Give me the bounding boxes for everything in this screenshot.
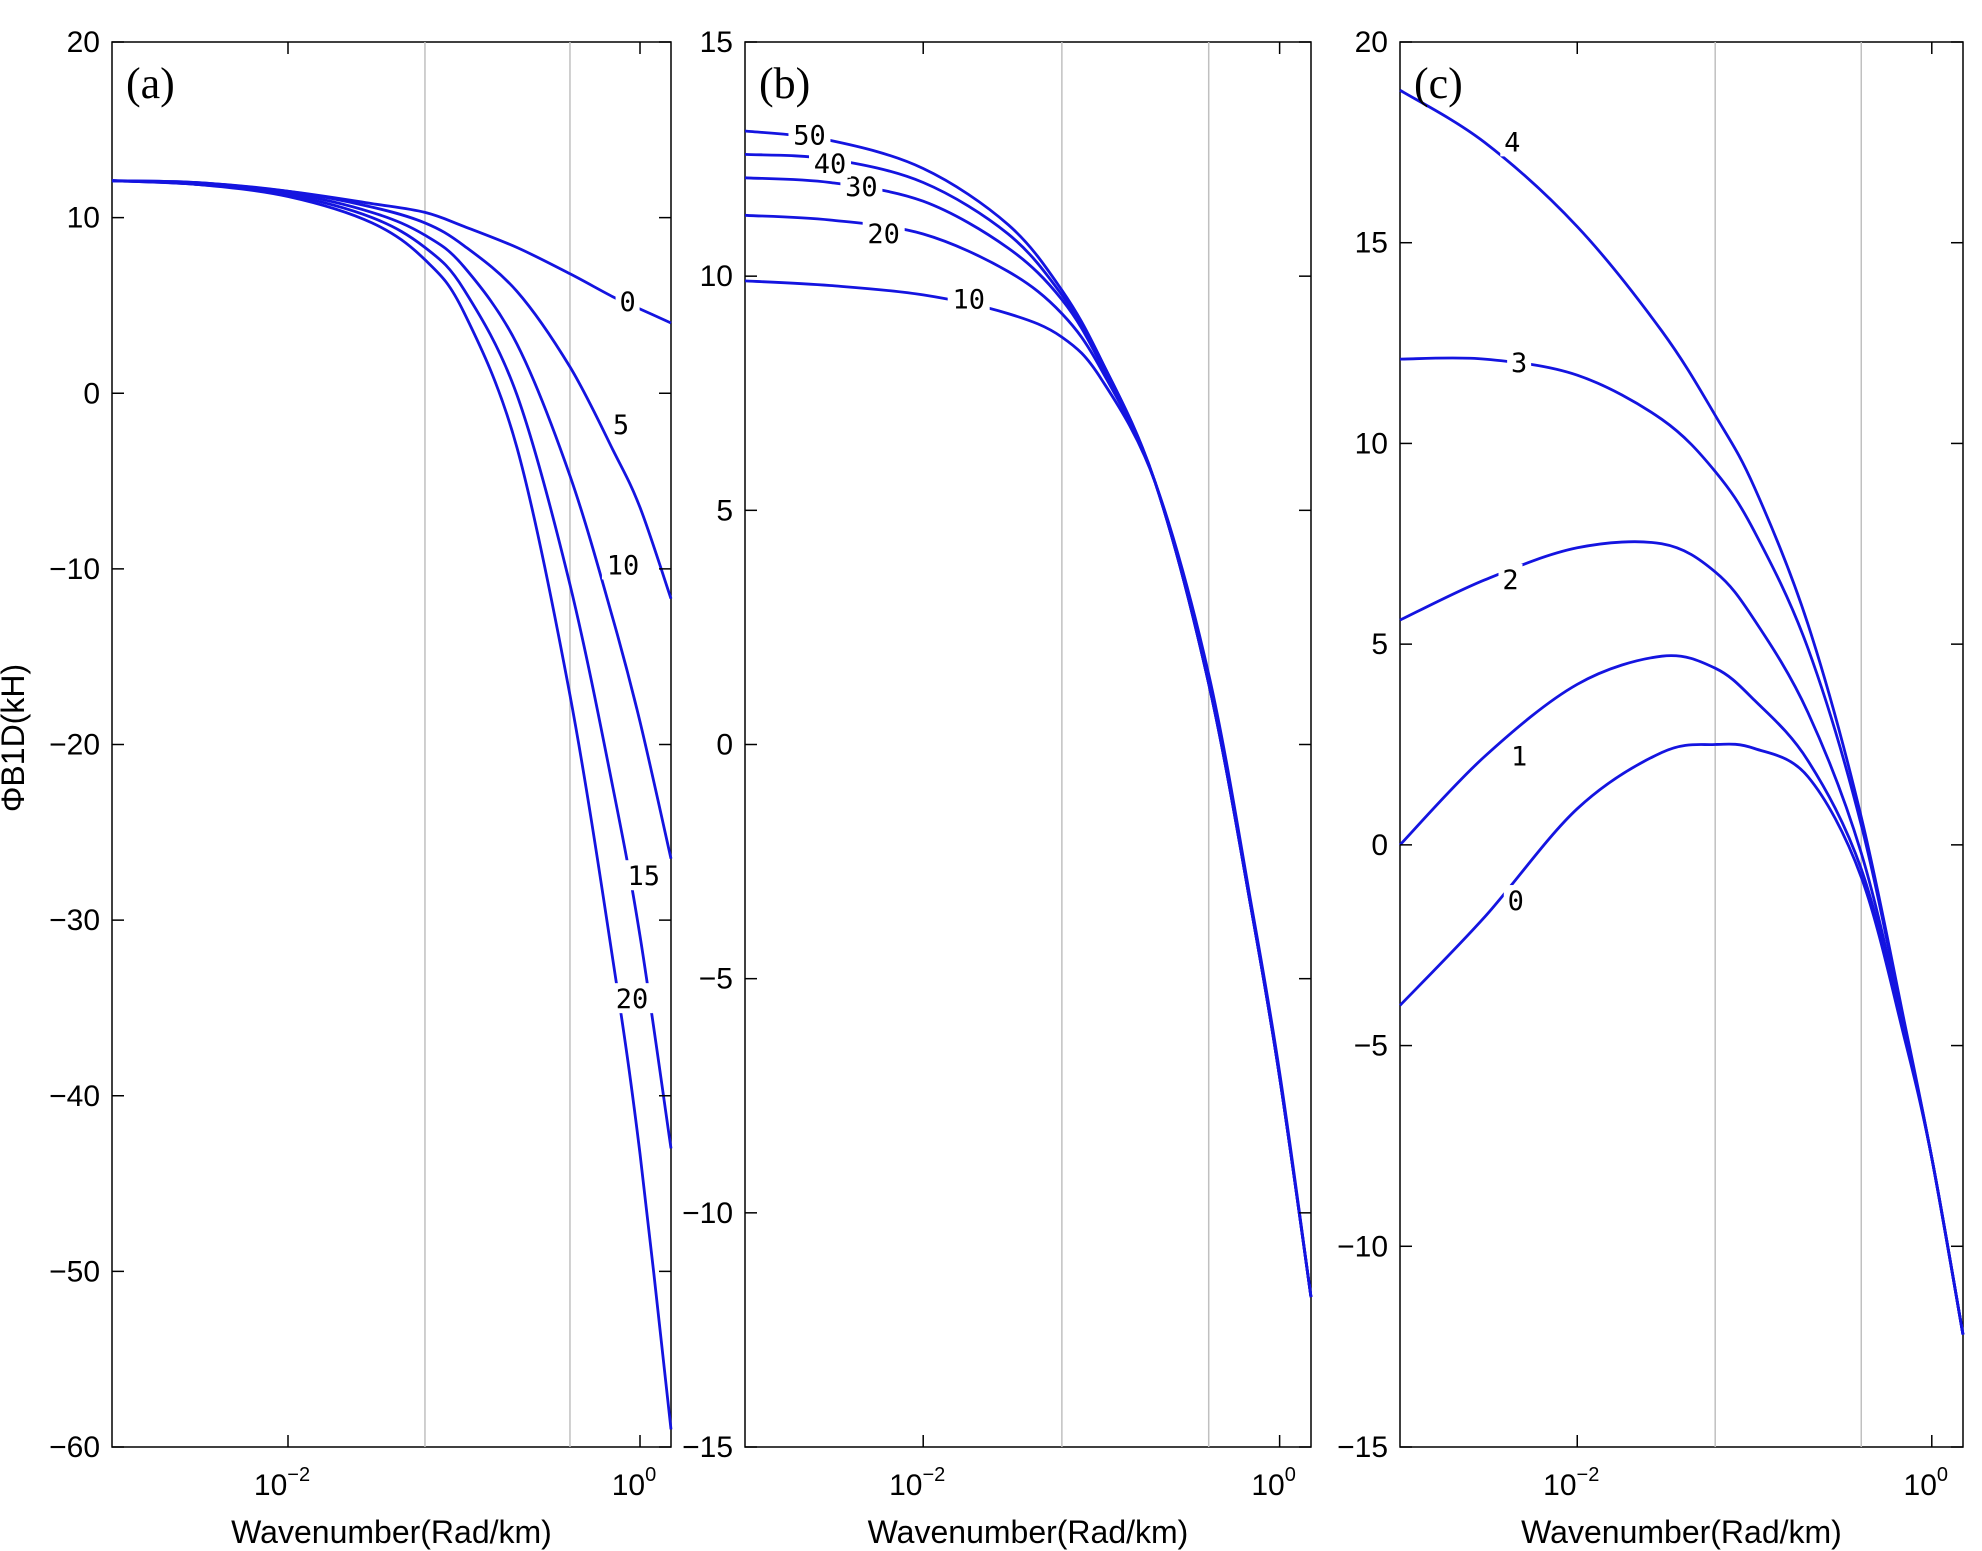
y-tick-label: −60 (49, 1431, 100, 1464)
curve-label-4: 4 (1504, 127, 1520, 158)
curve-label-20: 20 (616, 984, 649, 1015)
curve-label-bg (788, 119, 831, 150)
series-line-15 (111, 179, 673, 1149)
y-tick-label: −10 (49, 553, 100, 586)
curve-label-2: 2 (1502, 565, 1518, 596)
curve-label-bg (615, 285, 640, 316)
y-tick-label: −15 (682, 1431, 733, 1464)
series-line-3 (1399, 356, 1965, 1335)
y-tick-label: 15 (700, 26, 733, 59)
x-tick-label: 10−2 (1543, 1464, 1599, 1502)
panel-label: (c) (1414, 59, 1463, 108)
y-axis-label: ΦB1D(kH) (0, 664, 31, 812)
x-axis-label: Wavenumber(Rad/km) (231, 1514, 552, 1550)
curve-label-bg (1498, 563, 1523, 594)
series-line-1 (1398, 654, 1965, 1335)
curve-label-bg (809, 147, 852, 178)
curve-label-bg (601, 549, 644, 580)
curve-label-bg (1507, 347, 1532, 378)
panel-label: (b) (759, 59, 810, 108)
panel-c: 0 1 2 3 4 −15 −10 −5 0 5 10 15 20 10−2 100 (c) Wavenu… (1337, 26, 1965, 1550)
curve-label-1: 1 (1511, 742, 1527, 773)
curve-label-15: 15 (627, 861, 660, 892)
series-line-20 (111, 179, 673, 1430)
series-line-5 (111, 179, 673, 600)
y-tick-label: −10 (1337, 1230, 1388, 1263)
ticks: −15 −10 −5 0 5 10 15 10−2 100 (682, 26, 1311, 1502)
x-axis-label: Wavenumber(Rad/km) (1521, 1514, 1842, 1550)
series-line-0 (111, 179, 672, 325)
x-tick-label: 100 (1251, 1464, 1296, 1502)
series-line-4 (1399, 89, 1965, 1335)
curve-label-20: 20 (867, 219, 900, 250)
curve-label-bg (947, 283, 990, 314)
series-line-30 (744, 176, 1313, 1298)
y-tick-label: 20 (67, 26, 100, 59)
series-line-0 (1398, 742, 1965, 1335)
series-line-40 (744, 153, 1313, 1298)
curve-label-bg (609, 408, 634, 439)
y-tick-label: 15 (1355, 227, 1388, 260)
y-tick-label: −15 (1337, 1431, 1388, 1464)
curve-label-10: 10 (952, 285, 985, 316)
curve-label-bg (1507, 740, 1532, 771)
y-tick-label: 10 (1355, 427, 1388, 460)
y-tick-label: −5 (699, 963, 733, 996)
curve-label-bg (610, 983, 653, 1014)
y-tick-label: −10 (682, 1197, 733, 1230)
grid-lines (424, 42, 571, 1447)
plot-frame (111, 41, 672, 1448)
x-axis-label: Wavenumber(Rad/km) (868, 1514, 1189, 1550)
panel-label: (a) (126, 59, 175, 108)
y-tick-label: −40 (49, 1080, 100, 1113)
curve-label-3: 3 (1511, 348, 1527, 379)
y-tick-label: −30 (49, 904, 100, 937)
curve-label-0: 0 (619, 287, 635, 318)
y-tick-label: 5 (716, 494, 733, 527)
curve-label-bg (622, 860, 665, 891)
plot-frame (1399, 41, 1964, 1448)
curve-label-5: 5 (613, 410, 629, 441)
y-tick-label: 10 (67, 202, 100, 235)
curve-label-bg (1500, 126, 1525, 157)
y-tick-label: 20 (1355, 26, 1388, 59)
y-tick-label: 0 (83, 377, 100, 410)
y-tick-label: 10 (700, 260, 733, 293)
x-tick-label: 100 (1904, 1464, 1949, 1502)
curves: 0 1 2 3 4 (1398, 89, 1965, 1335)
y-tick-label: −20 (49, 729, 100, 762)
curve-label-0: 0 (1508, 886, 1524, 917)
y-tick-label: −5 (1354, 1030, 1388, 1063)
curves: 0 5 10 15 20 (111, 179, 673, 1430)
series-line-10 (744, 279, 1313, 1298)
x-tick-label: 100 (612, 1464, 657, 1502)
curve-label-bg (1503, 885, 1528, 916)
grid-lines (1061, 42, 1210, 1447)
y-tick-label: 0 (1371, 829, 1388, 862)
y-tick-label: 5 (1371, 628, 1388, 661)
curve-label-10: 10 (607, 550, 640, 581)
curve-label-40: 40 (814, 149, 847, 180)
series-line-50 (744, 129, 1313, 1298)
y-tick-label: 0 (716, 729, 733, 762)
curve-label-50: 50 (793, 121, 826, 152)
y-tick-label: −50 (49, 1255, 100, 1288)
x-tick-label: 10−2 (254, 1464, 310, 1502)
curve-label-bg (862, 218, 905, 249)
x-tick-label: 10−2 (889, 1464, 945, 1502)
